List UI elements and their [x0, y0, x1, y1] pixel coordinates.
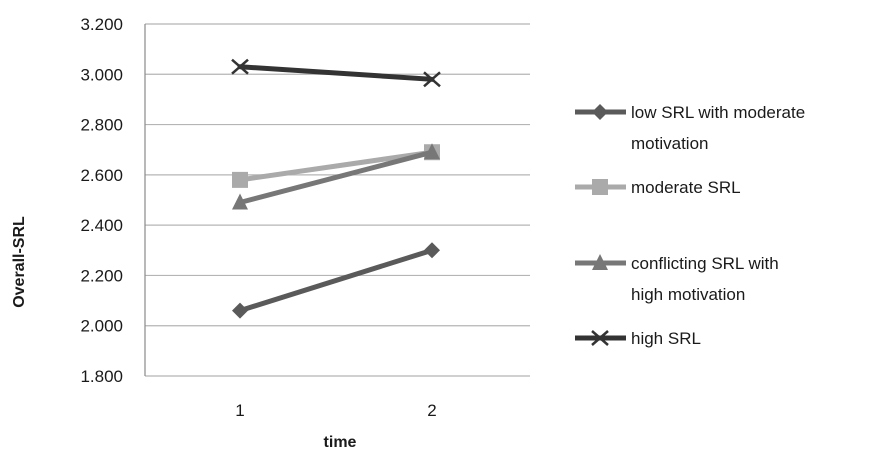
data-point [232, 171, 248, 188]
legend-marker [592, 104, 608, 120]
x-tick-label: 1 [235, 401, 244, 420]
legend-label: motivation [631, 134, 708, 153]
series-x [231, 58, 441, 88]
legend-marker [591, 330, 609, 346]
data-point [423, 71, 441, 88]
y-tick-label: 3.000 [80, 65, 123, 84]
y-tick-label: 1.800 [80, 367, 123, 386]
y-tick-label: 2.600 [80, 166, 123, 185]
legend-label: high motivation [631, 285, 745, 304]
data-point [231, 58, 249, 75]
legend: low SRL with moderate motivation moderate … [575, 103, 805, 348]
y-tick-label: 2.400 [80, 216, 123, 235]
legend-item: moderate SRL [575, 178, 741, 197]
legend-marker [592, 254, 608, 270]
y-tick-label: 2.200 [80, 266, 123, 285]
data-point [424, 242, 440, 259]
data-point [424, 143, 440, 160]
y-axis-ticks: 1.800 2.000 2.200 2.400 2.600 2.800 3.000 3.200 [80, 15, 123, 386]
legend-label: moderate SRL [631, 178, 741, 197]
series-line [237, 149, 435, 183]
legend-item: conflicting SRL with high motivation [575, 254, 779, 304]
legend-marker [592, 179, 608, 195]
series-lines [231, 58, 441, 319]
y-tick-label: 2.800 [80, 116, 123, 135]
legend-label: high SRL [631, 329, 701, 348]
legend-label: conflicting SRL with [631, 254, 779, 273]
y-tick-label: 2.000 [80, 317, 123, 336]
series-line [237, 149, 435, 206]
series-line [237, 64, 435, 82]
series-triangle [232, 143, 440, 210]
y-tick-label: 3.200 [80, 15, 123, 34]
legend-item: high SRL [575, 329, 701, 348]
gridlines [144, 23, 530, 377]
series-square [232, 144, 440, 188]
data-point [232, 193, 248, 210]
series-line [237, 247, 435, 314]
x-tick-label: 2 [427, 401, 436, 420]
x-axis-title: time [324, 434, 357, 451]
y-axis-title: Overall-SRL [11, 216, 28, 308]
data-point [232, 302, 248, 319]
series-diamond [232, 242, 440, 319]
legend-item: low SRL with moderate motivation [575, 103, 805, 153]
legend-label: low SRL with moderate [631, 103, 805, 122]
